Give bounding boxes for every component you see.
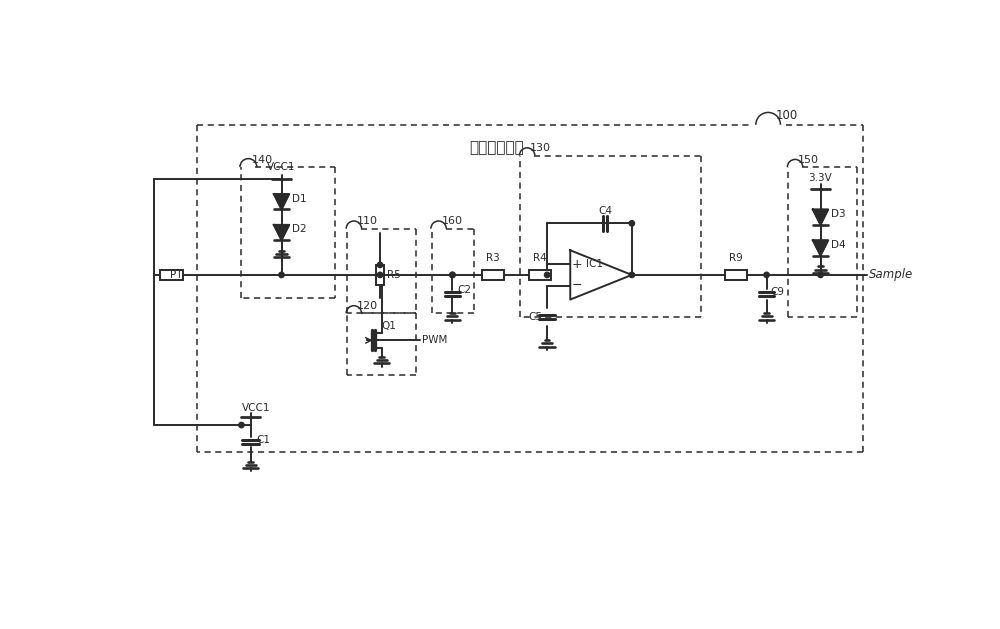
Bar [376, 265, 384, 285]
Polygon shape [274, 225, 289, 240]
Text: IC1: IC1 [586, 259, 603, 269]
Bar [725, 270, 747, 279]
Bar [482, 270, 504, 279]
Polygon shape [813, 240, 828, 255]
Text: R3: R3 [486, 253, 500, 262]
Text: D4: D4 [831, 240, 846, 250]
Text: VCC1: VCC1 [241, 403, 270, 413]
Circle shape [544, 272, 550, 277]
Text: Sample: Sample [869, 269, 913, 281]
Text: C2: C2 [457, 286, 471, 295]
Text: −: − [572, 279, 582, 292]
Text: R9: R9 [729, 253, 743, 262]
Text: R4: R4 [533, 253, 547, 262]
Text: C1: C1 [256, 435, 270, 445]
Circle shape [377, 272, 383, 277]
Text: PT: PT [170, 270, 182, 280]
Text: 100: 100 [776, 109, 798, 121]
Bar [529, 270, 551, 279]
Circle shape [818, 272, 823, 277]
Text: R5: R5 [387, 270, 401, 280]
Text: 3.3V: 3.3V [809, 173, 832, 183]
Text: C9: C9 [770, 287, 784, 297]
Circle shape [377, 262, 383, 267]
Text: 150: 150 [798, 155, 819, 165]
Text: 110: 110 [357, 216, 378, 226]
Circle shape [629, 221, 635, 226]
Text: 130: 130 [530, 143, 551, 153]
Text: 120: 120 [357, 301, 378, 311]
Text: C4: C4 [598, 206, 612, 216]
Text: Q1: Q1 [382, 321, 396, 331]
Text: +: + [572, 258, 582, 270]
Circle shape [239, 422, 244, 428]
Text: 140: 140 [252, 155, 273, 165]
Text: D1: D1 [292, 194, 307, 204]
Circle shape [764, 272, 769, 277]
Circle shape [450, 272, 455, 277]
Text: D3: D3 [831, 209, 846, 219]
Text: VCC1: VCC1 [267, 162, 296, 172]
Text: PWM: PWM [422, 335, 447, 345]
Bar [160, 270, 183, 279]
Polygon shape [813, 209, 828, 225]
Circle shape [629, 272, 635, 277]
Text: D2: D2 [292, 225, 307, 235]
Text: 电阱测量电路: 电阱测量电路 [470, 140, 524, 155]
Circle shape [279, 272, 284, 277]
Circle shape [450, 272, 455, 277]
Polygon shape [274, 194, 289, 209]
Text: C5: C5 [529, 312, 543, 322]
Text: 160: 160 [442, 216, 463, 226]
